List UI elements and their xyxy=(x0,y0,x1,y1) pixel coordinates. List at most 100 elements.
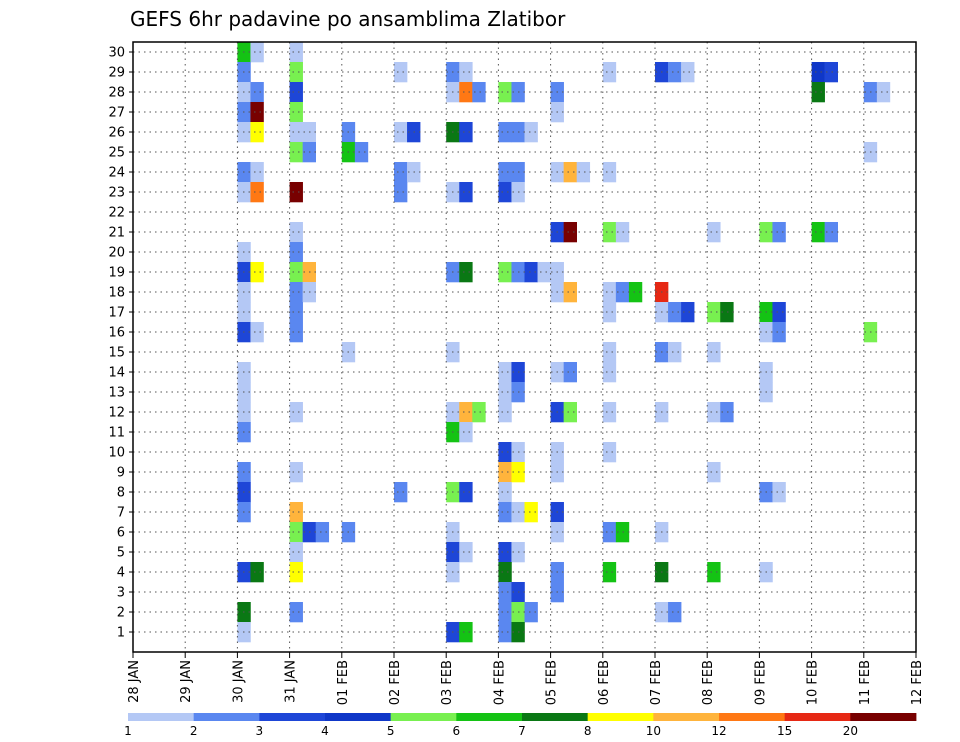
heatmap-cell xyxy=(498,482,512,503)
heatmap-cell xyxy=(498,542,512,563)
x-tick-label: 11 FEB xyxy=(858,660,873,705)
heatmap-cell xyxy=(498,182,512,203)
y-tick-label: 12 xyxy=(108,406,125,421)
y-tick-label: 20 xyxy=(108,246,125,261)
heatmap-cell xyxy=(250,82,264,103)
heatmap-cell xyxy=(707,462,721,483)
heatmap-cell xyxy=(772,302,786,323)
heatmap-cell xyxy=(498,122,512,143)
heatmap-cell xyxy=(289,242,303,263)
x-tick-label: 10 FEB xyxy=(806,660,821,705)
heatmap-cell xyxy=(602,402,617,423)
x-tick-label: 31 JAN xyxy=(284,660,299,703)
heatmap-cell xyxy=(602,442,617,463)
heatmap-cell xyxy=(459,542,473,563)
heatmap-cell xyxy=(772,482,786,503)
heatmap-cell xyxy=(289,42,303,63)
heatmap-cell xyxy=(459,422,473,443)
x-tick-label: 05 FEB xyxy=(545,660,560,705)
heatmap-cell xyxy=(668,62,682,83)
colorbar-swatch xyxy=(193,713,260,721)
y-tick-label: 9 xyxy=(117,466,125,481)
heatmap-cell xyxy=(681,62,695,83)
heatmap-cell xyxy=(459,262,473,283)
y-tick-label: 8 xyxy=(117,486,125,501)
y-tick-label: 27 xyxy=(108,106,125,121)
colorbar-label: 7 xyxy=(518,724,526,738)
colorbar-label: 15 xyxy=(777,724,792,738)
y-tick-label: 10 xyxy=(108,446,125,461)
heatmap-cell xyxy=(707,562,721,583)
colorbar-swatch xyxy=(259,713,326,721)
y-tick-label: 2 xyxy=(117,606,125,621)
heatmap-cell xyxy=(602,282,617,303)
heatmap-cell xyxy=(250,262,264,283)
heatmap-cell xyxy=(563,282,577,303)
colorbar-label: 20 xyxy=(843,724,858,738)
heatmap-cell xyxy=(289,62,303,83)
x-tick-label: 04 FEB xyxy=(492,660,507,705)
y-tick-label: 26 xyxy=(108,126,125,141)
heatmap-cell xyxy=(289,322,303,343)
heatmap-cell xyxy=(563,222,577,243)
heatmap-cell xyxy=(707,302,721,323)
heatmap-cell xyxy=(459,82,473,103)
heatmap-cell xyxy=(498,82,512,103)
heatmap-cell xyxy=(459,482,473,503)
heatmap-cell xyxy=(681,302,695,323)
heatmap-cell xyxy=(811,82,825,103)
heatmap-cell xyxy=(498,402,512,423)
heatmap-cell xyxy=(498,602,512,623)
colorbar-swatch xyxy=(653,713,720,721)
heatmap-cell xyxy=(289,562,303,583)
x-tick-label: 28 JAN xyxy=(127,660,142,703)
heatmap-cell xyxy=(289,602,303,623)
y-tick-label: 15 xyxy=(108,346,125,361)
y-tick-label: 24 xyxy=(108,166,125,181)
y-tick-label: 28 xyxy=(108,86,125,101)
heatmap-cell xyxy=(602,222,617,243)
colorbar-swatch xyxy=(587,713,654,721)
heatmap-cell xyxy=(289,502,303,523)
x-tick-label: 03 FEB xyxy=(440,660,455,705)
heatmap-cell xyxy=(394,62,408,83)
heatmap-cell xyxy=(289,222,303,243)
heatmap-cell xyxy=(498,562,512,583)
colorbar-swatch xyxy=(850,713,917,721)
heatmap-cell xyxy=(707,402,721,423)
heatmap-cell xyxy=(668,302,682,323)
y-tick-label: 30 xyxy=(108,46,125,61)
heatmap-cell xyxy=(498,162,512,183)
heatmap-cell xyxy=(250,562,264,583)
colorbar-swatch xyxy=(390,713,457,721)
heatmap-cell xyxy=(563,362,577,383)
y-tick-label: 25 xyxy=(108,146,125,161)
heatmap-cell xyxy=(394,182,408,203)
heatmap-cell xyxy=(289,282,303,303)
x-tick-label: 07 FEB xyxy=(649,660,664,705)
y-tick-label: 13 xyxy=(108,386,125,401)
heatmap-cell xyxy=(459,122,473,143)
heatmap-cell xyxy=(524,122,538,143)
heatmap-cell xyxy=(602,302,617,323)
colorbar-swatch xyxy=(128,713,195,721)
heatmap-cell xyxy=(498,622,512,643)
heatmap-cell xyxy=(498,382,512,403)
heatmap-cell xyxy=(498,582,512,603)
chart-title: GEFS 6hr padavine po ansamblima Zlatibor xyxy=(130,7,566,31)
colorbar-legend: 1 2 3 4 5 6 7 8 10 12 15 20 xyxy=(124,713,917,738)
y-tick-label: 18 xyxy=(108,286,125,301)
heatmap-cell xyxy=(537,262,551,283)
heatmap-cell xyxy=(524,262,538,283)
heatmap-cell xyxy=(524,502,538,523)
y-tick-label: 17 xyxy=(108,306,125,321)
y-tick-label: 11 xyxy=(108,426,125,441)
heatmap-cell xyxy=(289,102,303,123)
y-tick-label: 1 xyxy=(117,626,125,641)
y-tick-label: 19 xyxy=(108,266,125,281)
heatmap-cell xyxy=(394,162,408,183)
colorbar-label: 1 xyxy=(124,724,132,738)
heatmap-cell xyxy=(250,102,264,123)
heatmap-cell xyxy=(498,462,512,483)
